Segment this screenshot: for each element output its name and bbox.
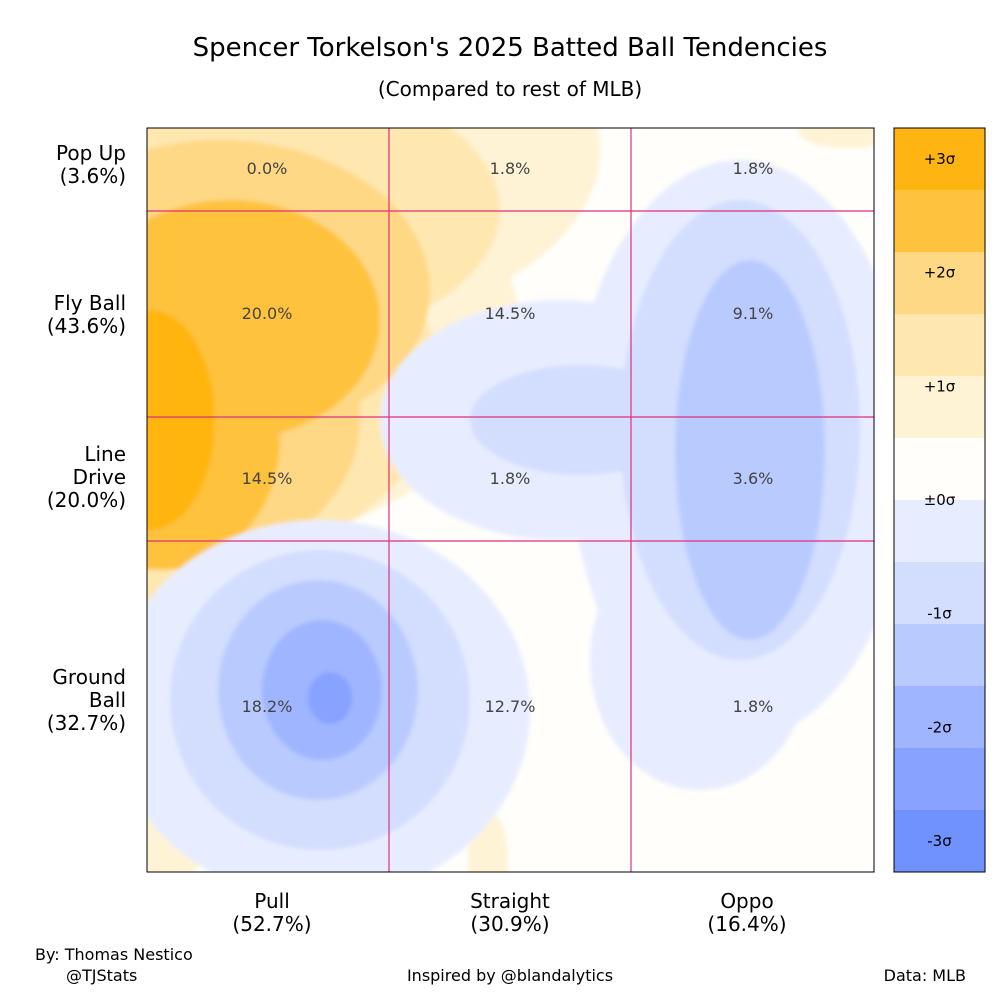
colorbar-band [894, 810, 985, 873]
colorbar-band [894, 252, 985, 315]
row-label-pct: (32.7%) [47, 711, 126, 735]
column-label-pct: (30.9%) [470, 912, 549, 936]
colorbar-tick-label: ±0σ [924, 491, 956, 509]
colorbar-tick-label: +3σ [924, 150, 956, 168]
contour-orange-5 [147, 310, 215, 530]
footer-author: By: Thomas Nestico [35, 945, 193, 964]
cell-value: 1.8% [490, 469, 531, 488]
colorbar: +3σ +2σ +1σ ±0σ -1σ -2σ -3σ [893, 127, 986, 873]
cell-value: 0.0% [247, 159, 288, 178]
column-labels: Pull(52.7%) Straight(30.9%) Oppo(16.4%) [232, 889, 786, 936]
row-label: Line [84, 442, 126, 466]
row-label: Ball [89, 688, 126, 712]
cell-value: 14.5% [242, 469, 293, 488]
chart-title: Spencer Torkelson's 2025 Batted Ball Ten… [193, 33, 828, 63]
row-labels: Pop Up(3.6%) Fly Ball(43.6%) LineDrive(20.… [47, 141, 126, 735]
column-label-pct: (16.4%) [707, 912, 786, 936]
zone-grid [147, 128, 874, 872]
row-label-pct: (20.0%) [47, 488, 126, 512]
cell-value: 1.8% [733, 159, 774, 178]
row-label: Fly Ball [54, 291, 126, 315]
cell-value: 12.7% [485, 697, 536, 716]
colorbar-tick-label: +1σ [924, 377, 956, 395]
row-label: Pop Up [56, 141, 126, 165]
footer-handle: @TJStats [66, 966, 137, 985]
column-label-pct: (52.7%) [232, 912, 311, 936]
chart-subtitle: (Compared to rest of MLB) [378, 77, 642, 101]
colorbar-band [894, 190, 985, 253]
contour-orange-corner [798, 128, 874, 148]
column-label: Straight [470, 889, 550, 913]
cell-value: 20.0% [242, 304, 293, 323]
column-label: Oppo [720, 889, 773, 913]
plot-frame [146, 127, 875, 873]
footer-inspired: Inspired by @blandalytics [407, 966, 613, 985]
density-contours [147, 128, 874, 872]
row-label: Drive [73, 465, 126, 489]
colorbar-band [894, 624, 985, 687]
cell-value: 3.6% [733, 469, 774, 488]
colorbar-band [894, 686, 985, 749]
colorbar-band [894, 562, 985, 625]
column-label: Pull [254, 889, 290, 913]
row-label: Ground [52, 665, 126, 689]
row-label-pct: (3.6%) [60, 164, 126, 188]
contour-blue-3 [675, 260, 825, 640]
colorbar-tick-label: -1σ [927, 605, 952, 623]
colorbar-tick-label: +2σ [924, 264, 956, 282]
cell-value: 14.5% [485, 304, 536, 323]
colorbar-band [894, 376, 985, 439]
cell-value: 18.2% [242, 697, 293, 716]
colorbar-frame [893, 127, 986, 873]
colorbar-band [894, 128, 985, 191]
colorbar-tick-label: -2σ [927, 718, 952, 736]
contour-blue-5 [308, 672, 352, 724]
cell-value: 1.8% [490, 159, 531, 178]
footer-source: Data: MLB [884, 966, 966, 985]
colorbar-band [894, 314, 985, 377]
cell-value: 1.8% [733, 697, 774, 716]
cell-values: 0.0% 1.8% 1.8% 20.0% 14.5% 9.1% 14.5% 1.8% 3.6% 1… [242, 159, 774, 716]
colorbar-band [894, 748, 985, 811]
contour-blue-2b [470, 365, 690, 475]
colorbar-band [894, 500, 985, 563]
colorbar-band [894, 438, 985, 501]
cell-value: 9.1% [733, 304, 774, 323]
colorbar-tick-label: -3σ [927, 832, 952, 850]
row-label-pct: (43.6%) [47, 314, 126, 338]
